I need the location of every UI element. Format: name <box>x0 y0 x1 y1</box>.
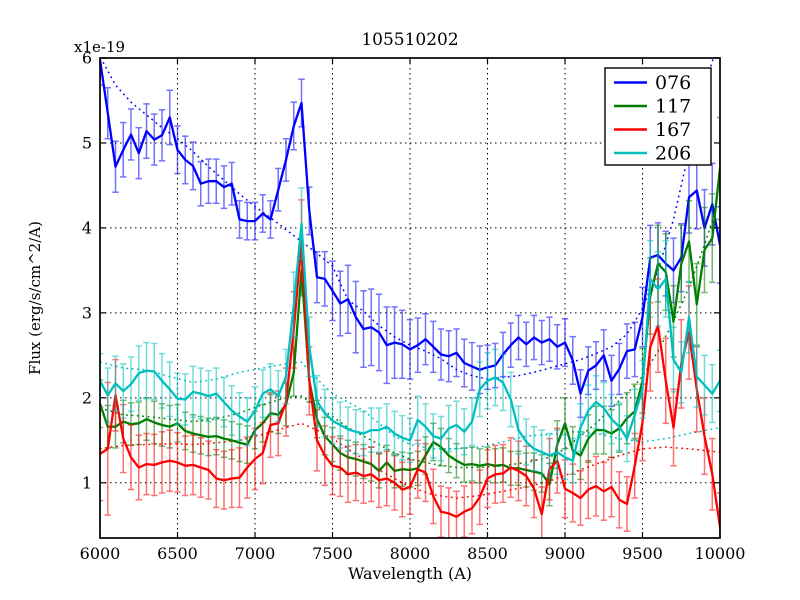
y-tick-label: 4 <box>82 218 92 237</box>
y-tick-label: 1 <box>82 473 92 492</box>
series-206-errorbars <box>100 187 720 484</box>
x-tick-label: 7500 <box>312 544 353 563</box>
data-layer <box>100 58 720 538</box>
series-076-template-dotted-line <box>102 58 715 380</box>
legend-label: 206 <box>655 143 691 165</box>
series-167-line <box>100 239 720 529</box>
x-tick-label: 7000 <box>235 544 276 563</box>
legend-label: 167 <box>655 119 691 141</box>
x-tick-label: 9500 <box>622 544 663 563</box>
y-tick-label: 3 <box>82 303 92 322</box>
x-tick-label: 6500 <box>157 544 198 563</box>
y-offset-label: x1e-19 <box>74 38 125 56</box>
ticks <box>99 57 721 538</box>
series-076-line <box>100 58 720 395</box>
y-axis-label: Flux (erg/s/cm^2/A) <box>26 221 44 375</box>
y-tick-label: 6 <box>82 49 92 68</box>
x-axis-label: Wavelength (A) <box>348 564 472 583</box>
legend-label: 076 <box>655 72 691 94</box>
y-tick-label: 2 <box>82 388 92 407</box>
y-tick-label: 5 <box>82 133 92 152</box>
legend-box <box>604 67 712 166</box>
x-tick-label: 8000 <box>390 544 431 563</box>
x-tick-label: 9000 <box>545 544 586 563</box>
x-tick-label: 8500 <box>467 544 508 563</box>
x-tick-label: 10000 <box>695 544 746 563</box>
plot-title: 105510202 <box>361 30 458 50</box>
legend-label: 117 <box>655 96 691 118</box>
x-tick-label: 6000 <box>80 544 121 563</box>
series-206-template-dotted-line <box>100 361 720 450</box>
series-117-template-dotted-line <box>100 206 718 469</box>
series-206-line <box>100 222 720 462</box>
